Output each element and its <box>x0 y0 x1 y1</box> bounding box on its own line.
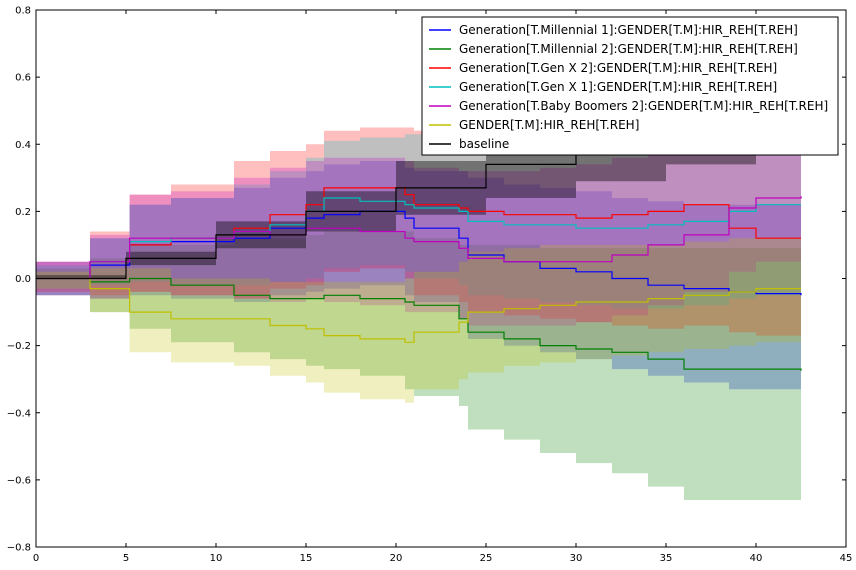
y-tick-label: 0.2 <box>15 207 31 218</box>
series-line-0 <box>36 210 802 296</box>
x-tick-label: 10 <box>210 553 223 564</box>
series-line-5 <box>36 277 801 343</box>
confidence-band-5 <box>36 238 801 403</box>
series-line-4 <box>36 196 802 280</box>
y-tick-label: −0.6 <box>7 475 31 486</box>
y-axis: −0.8 −0.6 −0.4 −0.2 0.0 0.2 0.4 0.6 0.8 <box>7 6 846 554</box>
x-tick-label: 30 <box>570 553 583 564</box>
x-tick-label: 35 <box>660 553 673 564</box>
legend-label: Generation[T.Millennial 1]:GENDER[T.M]:H… <box>459 23 798 37</box>
legend-box <box>421 16 839 156</box>
confidence-band-3 <box>36 117 801 309</box>
x-tick-label: 15 <box>300 553 313 564</box>
confidence-band-1 <box>36 231 801 500</box>
y-tick-label: −0.2 <box>7 341 31 352</box>
y-tick-label: −0.4 <box>7 408 31 419</box>
x-tick-label: 45 <box>840 553 853 564</box>
legend-label: Generation[T.Gen X 1]:GENDER[T.M]:HIR_RE… <box>459 80 777 94</box>
legend: Generation[T.Millennial 1]:GENDER[T.M]:H… <box>421 16 839 156</box>
x-tick-label: 25 <box>480 553 493 564</box>
x-tick-label: 40 <box>750 553 763 564</box>
y-tick-label: 0.4 <box>15 140 31 151</box>
legend-label: Generation[T.Millennial 2]:GENDER[T.M]:H… <box>459 42 798 56</box>
x-tick-label: 5 <box>123 553 129 564</box>
y-tick-label: 0.0 <box>15 274 31 285</box>
y-tick-label: −0.8 <box>7 543 31 554</box>
legend-label: Generation[T.Baby Boomers 2]:GENDER[T.M]… <box>459 99 828 113</box>
series-lines <box>36 93 802 371</box>
y-tick-label: 0.8 <box>15 6 31 17</box>
x-tick-label: 20 <box>390 553 403 564</box>
legend-label: baseline <box>459 137 509 151</box>
series-line-1 <box>36 277 802 371</box>
x-axis: 0 5 10 15 20 25 30 35 40 45 <box>33 10 853 564</box>
legend-label: GENDER[T.M]:HIR_REH[T.REH] <box>459 118 639 132</box>
legend-label: Generation[T.Gen X 2]:GENDER[T.M]:HIR_RE… <box>459 61 777 75</box>
y-tick-label: 0.6 <box>15 73 31 84</box>
x-tick-label: 0 <box>33 553 39 564</box>
